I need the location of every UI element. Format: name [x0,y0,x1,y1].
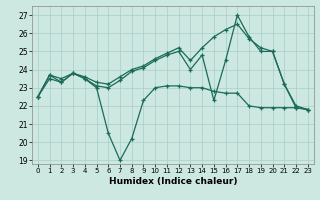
X-axis label: Humidex (Indice chaleur): Humidex (Indice chaleur) [108,177,237,186]
